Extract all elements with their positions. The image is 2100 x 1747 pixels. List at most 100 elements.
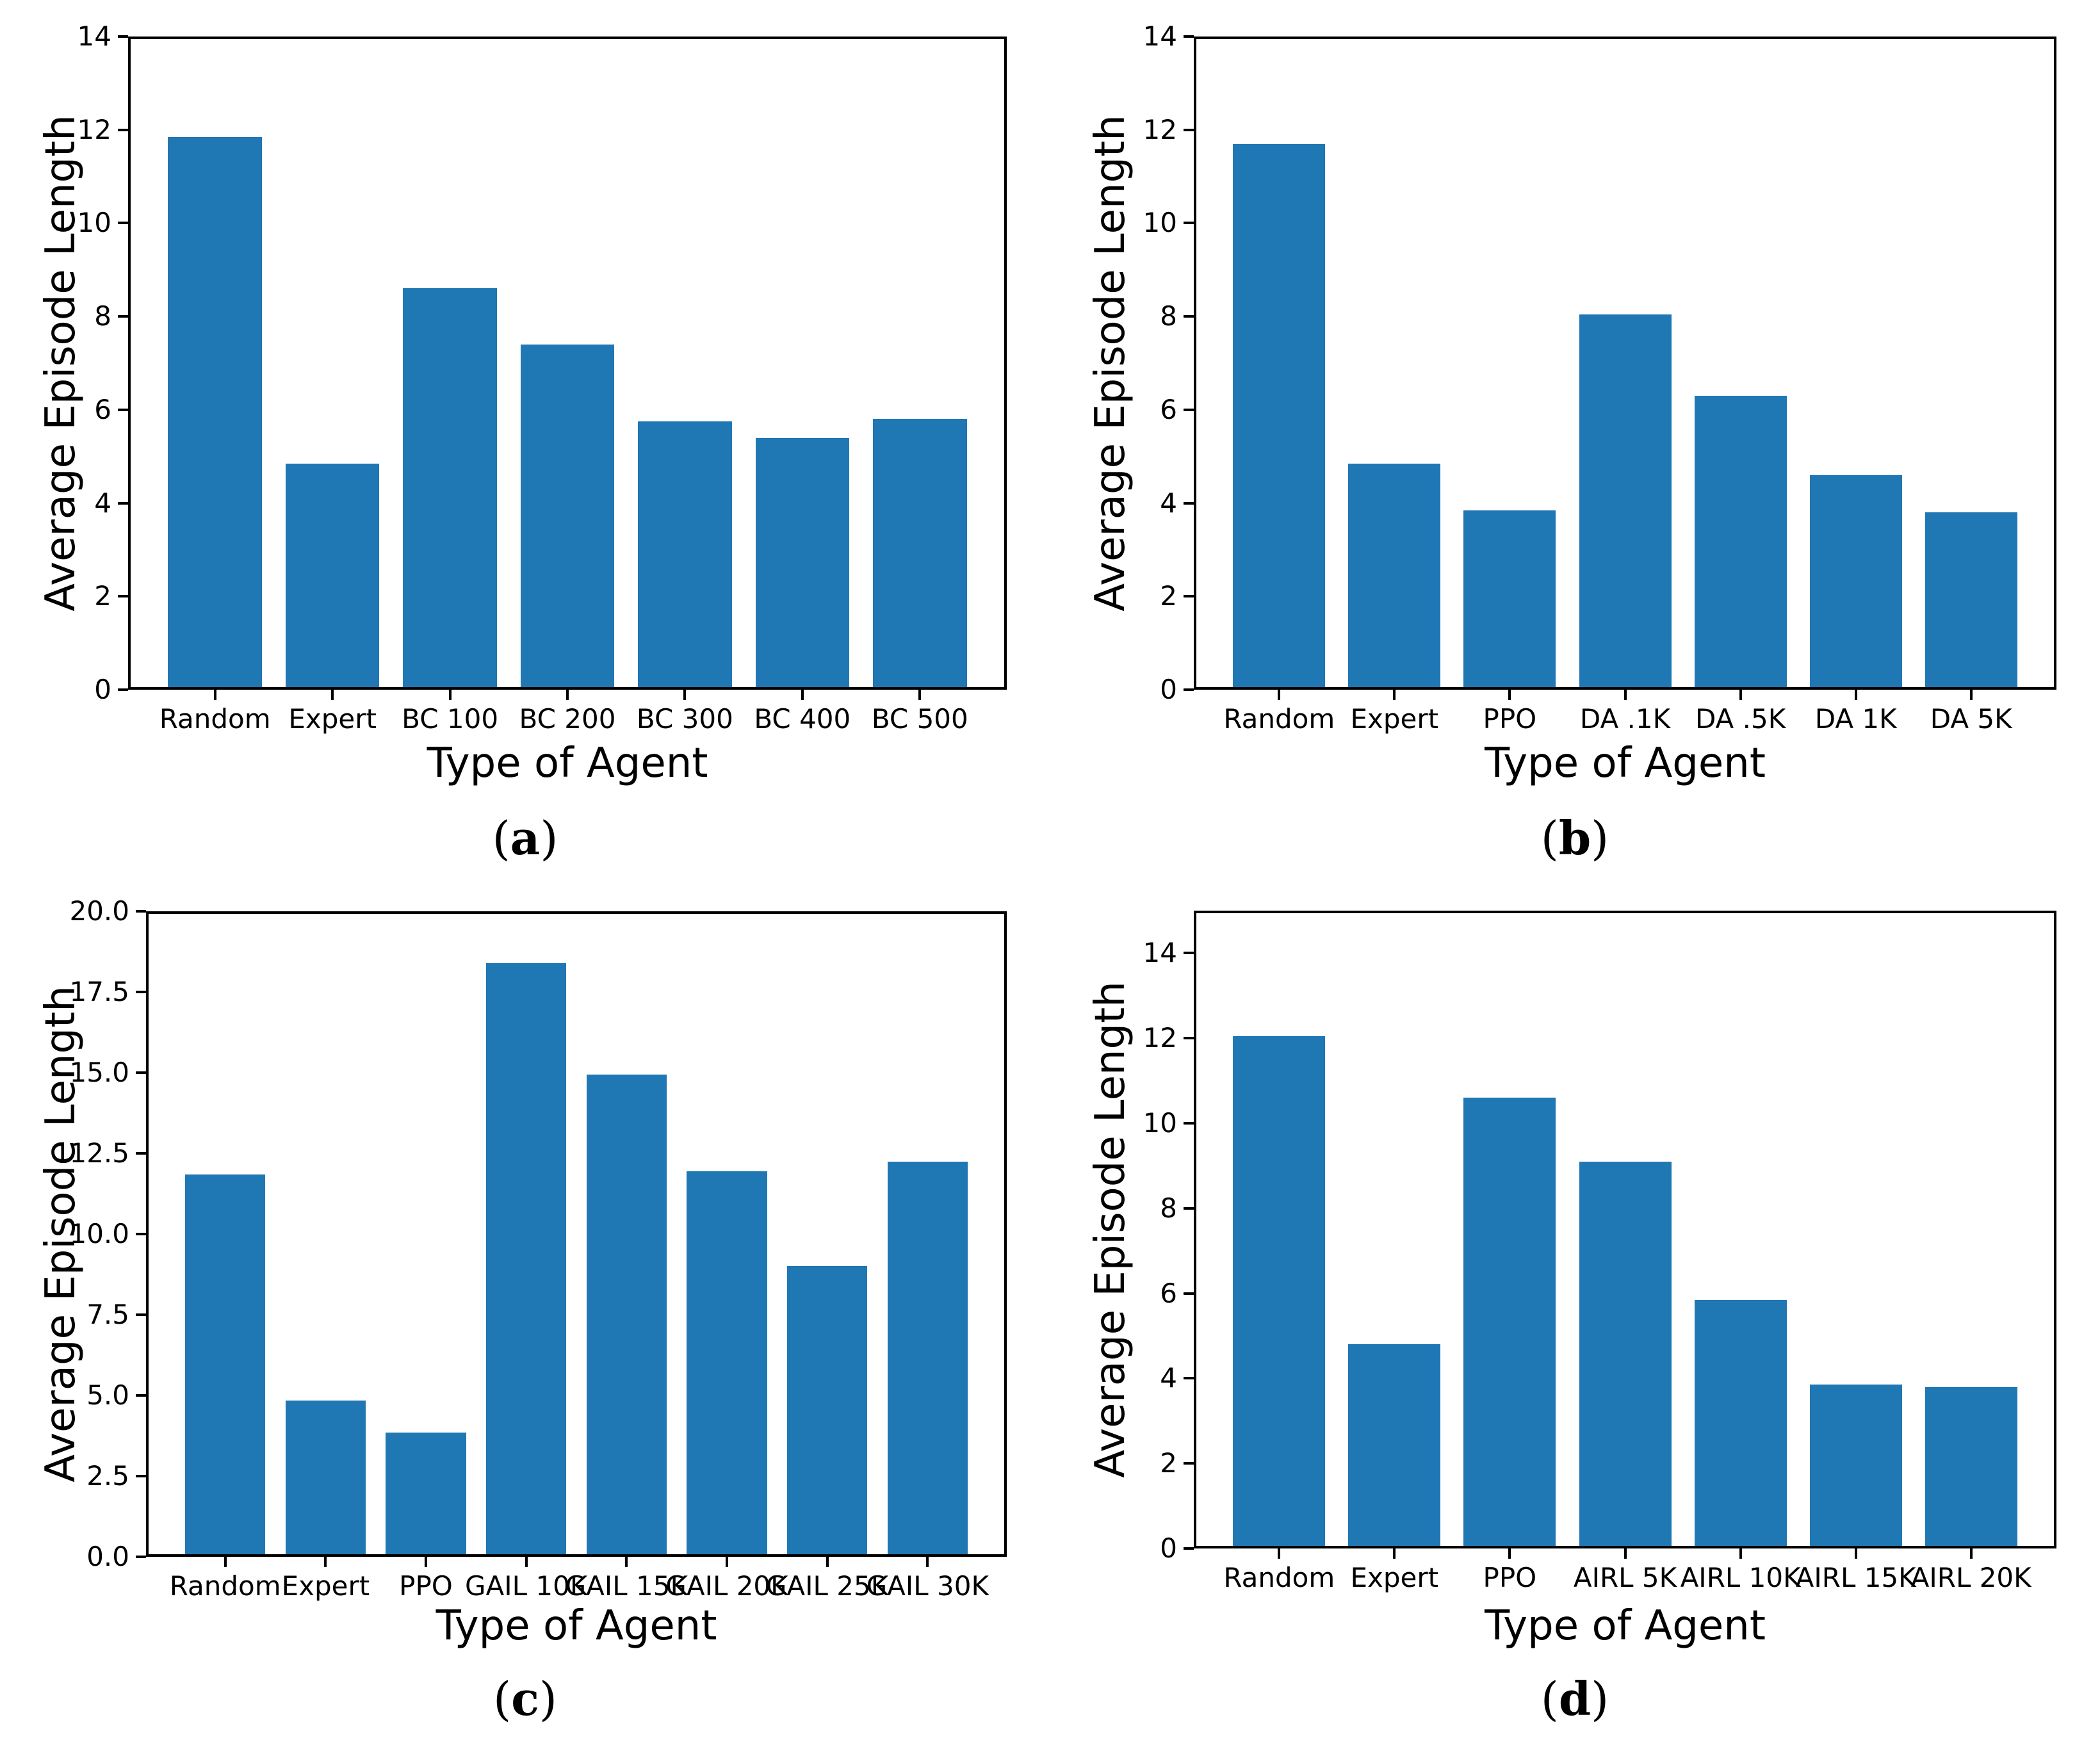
y-tick <box>1184 1547 1194 1550</box>
y-tick <box>1184 222 1194 225</box>
x-tick <box>525 1557 528 1567</box>
y-tick-label: 6 <box>1160 1277 1177 1309</box>
y-tick-label: 8 <box>94 300 111 332</box>
y-tick-label: 2 <box>1160 1447 1177 1479</box>
x-tick-label: BC 200 <box>519 703 616 735</box>
x-tick <box>1739 690 1742 700</box>
x-tick <box>625 1557 628 1567</box>
y-tick-label: 10 <box>1143 1107 1177 1139</box>
x-tick-label: AIRL 20K <box>1910 1562 2031 1593</box>
bar-airl-10k <box>1694 1299 1787 1548</box>
y-tick-label: 4 <box>1160 1362 1177 1394</box>
bar-gail-25k <box>787 1266 868 1557</box>
y-tick-label: 20.0 <box>69 895 129 927</box>
bar-da-5k <box>1694 396 1787 690</box>
y-tick-label: 17.5 <box>69 976 129 1007</box>
y-tick-label: 15.0 <box>69 1057 129 1088</box>
x-tick <box>1393 690 1396 700</box>
y-tick-label: 2 <box>1160 580 1177 612</box>
x-tick-label: BC 100 <box>402 703 499 735</box>
x-tick <box>801 690 804 700</box>
bar-bc-300 <box>638 421 732 690</box>
caption: (c) <box>492 1671 557 1726</box>
x-tick <box>683 690 687 700</box>
x-tick-label: BC 500 <box>871 703 968 735</box>
y-tick <box>1184 688 1194 691</box>
y-tick-label: 8 <box>1160 300 1177 332</box>
x-tick-label: GAIL 25K <box>765 1570 889 1602</box>
caption-letter: c <box>511 1671 539 1726</box>
caption-open-paren: ( <box>492 811 510 865</box>
y-tick-label: 2.5 <box>86 1460 129 1491</box>
y-tick <box>1184 1207 1194 1210</box>
x-tick <box>1393 1548 1396 1559</box>
y-tick <box>118 408 128 411</box>
bar-random <box>185 1174 266 1557</box>
x-tick-label: GAIL 10K <box>464 1570 588 1602</box>
y-tick-label: 12.5 <box>69 1137 129 1169</box>
y-tick-label: 14 <box>77 20 111 52</box>
y-tick-label: 4 <box>1160 487 1177 519</box>
x-tick-label: BC 400 <box>754 703 851 735</box>
y-tick <box>118 688 128 691</box>
x-tick <box>726 1557 728 1567</box>
y-tick <box>118 315 128 318</box>
y-axis-label: Average Episode Length <box>1087 115 1134 612</box>
y-tick-label: 0.0 <box>86 1541 129 1572</box>
y-tick <box>1184 315 1194 318</box>
x-tick-label: GAIL 30K <box>866 1570 989 1602</box>
y-tick-label: 0 <box>1160 1532 1177 1564</box>
x-tick-label: DA 5K <box>1930 703 2012 735</box>
y-tick <box>136 1233 146 1235</box>
bar-expert <box>285 463 380 690</box>
y-tick <box>1184 952 1194 955</box>
caption-letter: a <box>510 811 541 865</box>
x-tick <box>224 1557 227 1567</box>
y-tick-label: 0 <box>1160 674 1177 705</box>
y-tick-label: 12 <box>1143 113 1177 145</box>
bar-airl-20k <box>1925 1386 2017 1548</box>
y-tick-label: 14 <box>1143 937 1177 969</box>
caption-open-paren: ( <box>492 1672 512 1726</box>
y-tick <box>136 1394 146 1397</box>
x-tick-label: Random <box>1223 1562 1335 1593</box>
x-axis-label: Type of Agent <box>1485 1602 1766 1650</box>
x-tick <box>324 1557 327 1567</box>
bar-bc-100 <box>403 288 497 690</box>
bar-da-1k <box>1809 475 1902 690</box>
x-tick-label: GAIL 15K <box>565 1570 688 1602</box>
y-tick <box>118 501 128 505</box>
y-axis-label: Average Episode Length <box>37 986 85 1483</box>
bar-bc-400 <box>755 437 850 690</box>
y-tick <box>118 35 128 38</box>
y-tick <box>1184 595 1194 598</box>
x-tick-label: AIRL 5K <box>1573 1562 1677 1593</box>
y-tick <box>1184 35 1194 38</box>
bar-gail-30k <box>887 1161 968 1557</box>
x-tick <box>1508 690 1511 700</box>
y-tick <box>1184 1462 1194 1465</box>
x-tick-label: PPO <box>1483 703 1537 735</box>
bar-ppo <box>1463 510 1556 690</box>
caption-close-paren: ) <box>1591 811 1609 865</box>
x-tick-label: PPO <box>399 1570 453 1602</box>
x-tick <box>1278 1548 1281 1559</box>
bar-gail-20k <box>687 1171 767 1557</box>
y-tick-label: 2 <box>94 580 111 612</box>
bar-gail-15k <box>586 1074 667 1557</box>
bar-ppo <box>386 1433 466 1557</box>
bar-airl-5k <box>1579 1161 1672 1548</box>
x-tick-label: Expert <box>1350 1562 1439 1593</box>
x-tick-label: GAIL 20K <box>665 1570 788 1602</box>
y-tick-label: 10.0 <box>69 1218 129 1249</box>
y-tick <box>136 910 146 913</box>
x-tick <box>1624 1548 1627 1559</box>
y-tick <box>1184 501 1194 505</box>
y-tick-label: 8 <box>1160 1192 1177 1224</box>
x-tick <box>448 690 452 700</box>
x-axis-label: Type of Agent <box>435 1602 717 1650</box>
plot-area <box>146 911 1007 1557</box>
x-tick-label: DA 1K <box>1814 703 1897 735</box>
bar-bc-500 <box>872 419 967 690</box>
x-tick <box>926 1557 929 1567</box>
